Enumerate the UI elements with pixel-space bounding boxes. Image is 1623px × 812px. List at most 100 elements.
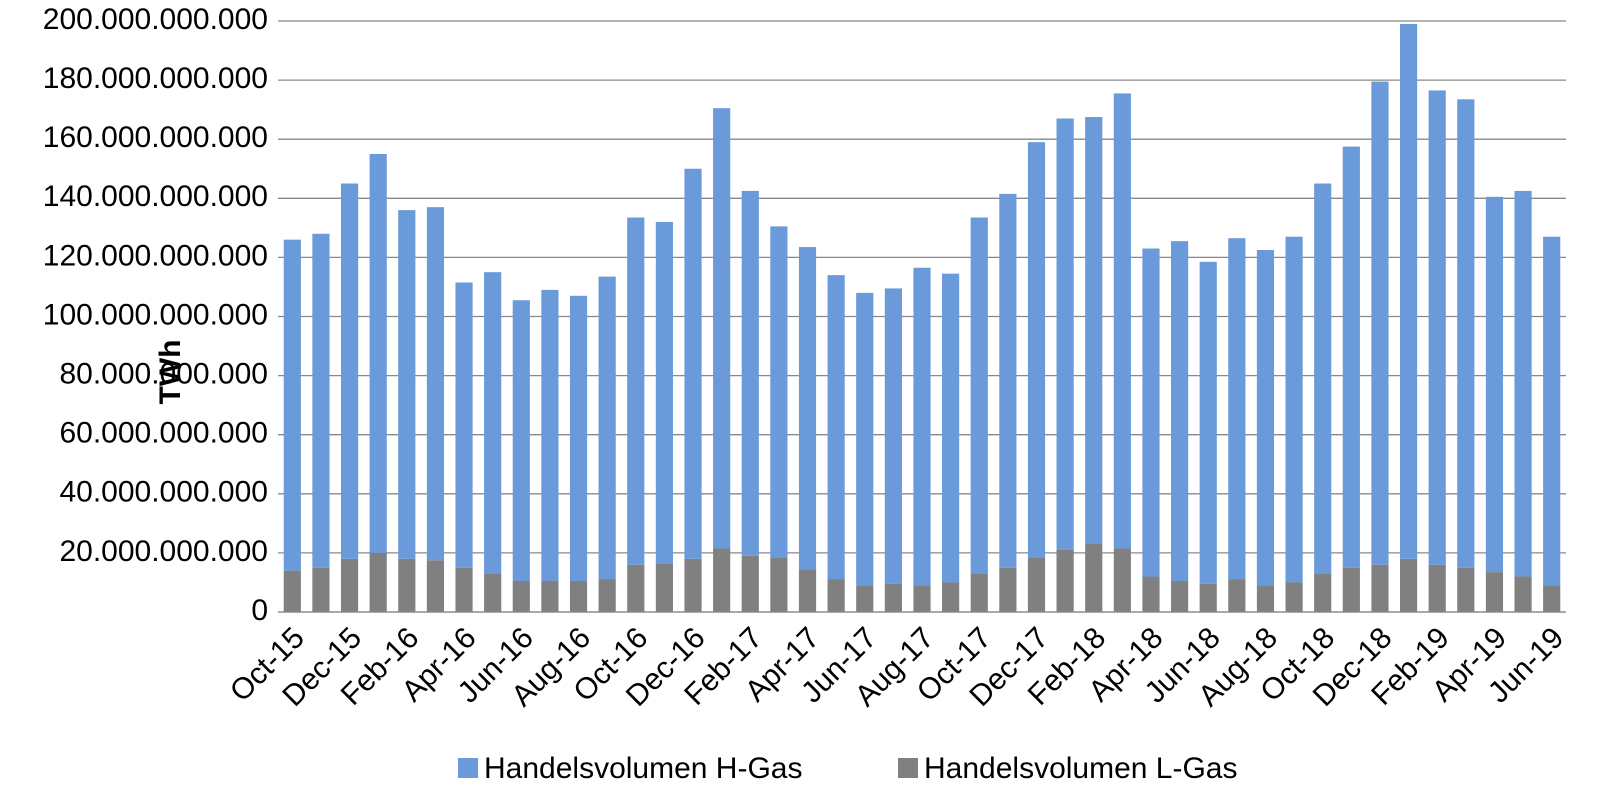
bar (741, 555, 759, 612)
bar (598, 579, 616, 612)
bar (1171, 580, 1189, 612)
bar (1142, 248, 1160, 577)
bar (455, 567, 473, 612)
y-axis-label: TWh (154, 340, 187, 405)
bar (1314, 573, 1332, 612)
bar (1428, 90, 1446, 565)
bar (913, 267, 931, 586)
bar (741, 190, 759, 556)
y-tick-label: 120.000.000.000 (43, 239, 268, 272)
bar (713, 108, 731, 549)
bar (856, 292, 874, 586)
y-tick-label: 60.000.000.000 (59, 417, 268, 450)
bar (713, 548, 731, 612)
bar (1142, 576, 1160, 612)
y-tick-label: 160.000.000.000 (43, 121, 268, 154)
bar (1457, 567, 1475, 612)
bar (1514, 190, 1532, 577)
bar (569, 580, 588, 612)
y-tick-label: 40.000.000.000 (59, 476, 268, 509)
bar (1428, 564, 1446, 612)
bar (684, 168, 702, 559)
bar (999, 567, 1017, 612)
bar (1514, 576, 1532, 612)
bar (369, 552, 387, 612)
bar (798, 247, 817, 570)
bar (1342, 567, 1360, 612)
bar (283, 570, 301, 612)
bar (541, 580, 559, 612)
bar (1371, 564, 1389, 612)
bar (340, 558, 359, 612)
y-tick-label: 0 (251, 594, 268, 627)
bar (942, 582, 960, 612)
bar (426, 207, 445, 561)
bar (884, 583, 902, 612)
bar (970, 217, 988, 574)
bar (1085, 117, 1103, 545)
bar (1056, 118, 1074, 550)
bar (312, 233, 330, 568)
bar (1228, 238, 1246, 580)
bar (1056, 549, 1074, 612)
bar (913, 585, 931, 612)
bar (970, 573, 988, 612)
bar (798, 569, 817, 612)
y-tick-label: 80.000.000.000 (59, 358, 268, 391)
bar (340, 183, 359, 559)
bar (1256, 585, 1275, 612)
bar (1399, 23, 1418, 559)
y-tick-label: 200.000.000.000 (43, 3, 268, 36)
legend-label: Handelsvolumen L-Gas (924, 752, 1238, 785)
bar (312, 567, 330, 612)
bar (283, 239, 301, 571)
bar (1171, 241, 1189, 581)
bar (827, 579, 845, 612)
bar (655, 221, 673, 564)
bar (856, 585, 874, 612)
bar (1399, 558, 1418, 612)
bar (1371, 81, 1389, 565)
bar (827, 275, 845, 580)
bar (1285, 582, 1303, 612)
bar (426, 560, 445, 612)
bar (1314, 183, 1332, 574)
bar (484, 272, 502, 574)
bar (655, 563, 673, 612)
bar (770, 226, 788, 558)
bar (398, 558, 416, 612)
bar (1543, 585, 1561, 612)
y-tick-label: 100.000.000.000 (43, 298, 268, 331)
bar (1543, 236, 1561, 586)
bar (1485, 196, 1504, 573)
bar (598, 276, 616, 580)
bar (512, 300, 530, 581)
legend-swatch (458, 758, 478, 778)
y-tick-label: 180.000.000.000 (43, 62, 268, 95)
y-tick-label: 20.000.000.000 (59, 535, 268, 568)
bar (455, 282, 473, 568)
bar (1027, 557, 1046, 612)
bar (1027, 142, 1046, 558)
bar (1256, 250, 1275, 586)
bar (884, 288, 902, 584)
bar (1113, 93, 1131, 549)
bar (1085, 544, 1103, 612)
bar (684, 558, 702, 612)
bar (512, 580, 530, 612)
bar (1228, 579, 1246, 612)
bar (369, 153, 387, 553)
bar (942, 273, 960, 583)
legend-swatch (898, 758, 918, 778)
bar (999, 193, 1017, 568)
bar (1199, 583, 1217, 612)
bar (398, 210, 416, 559)
y-tick-label: 140.000.000.000 (43, 180, 268, 213)
bar (569, 295, 588, 581)
bar (1285, 236, 1303, 583)
bar (1485, 572, 1504, 612)
bar (484, 573, 502, 612)
bar (1113, 548, 1131, 612)
bar (1199, 261, 1217, 584)
